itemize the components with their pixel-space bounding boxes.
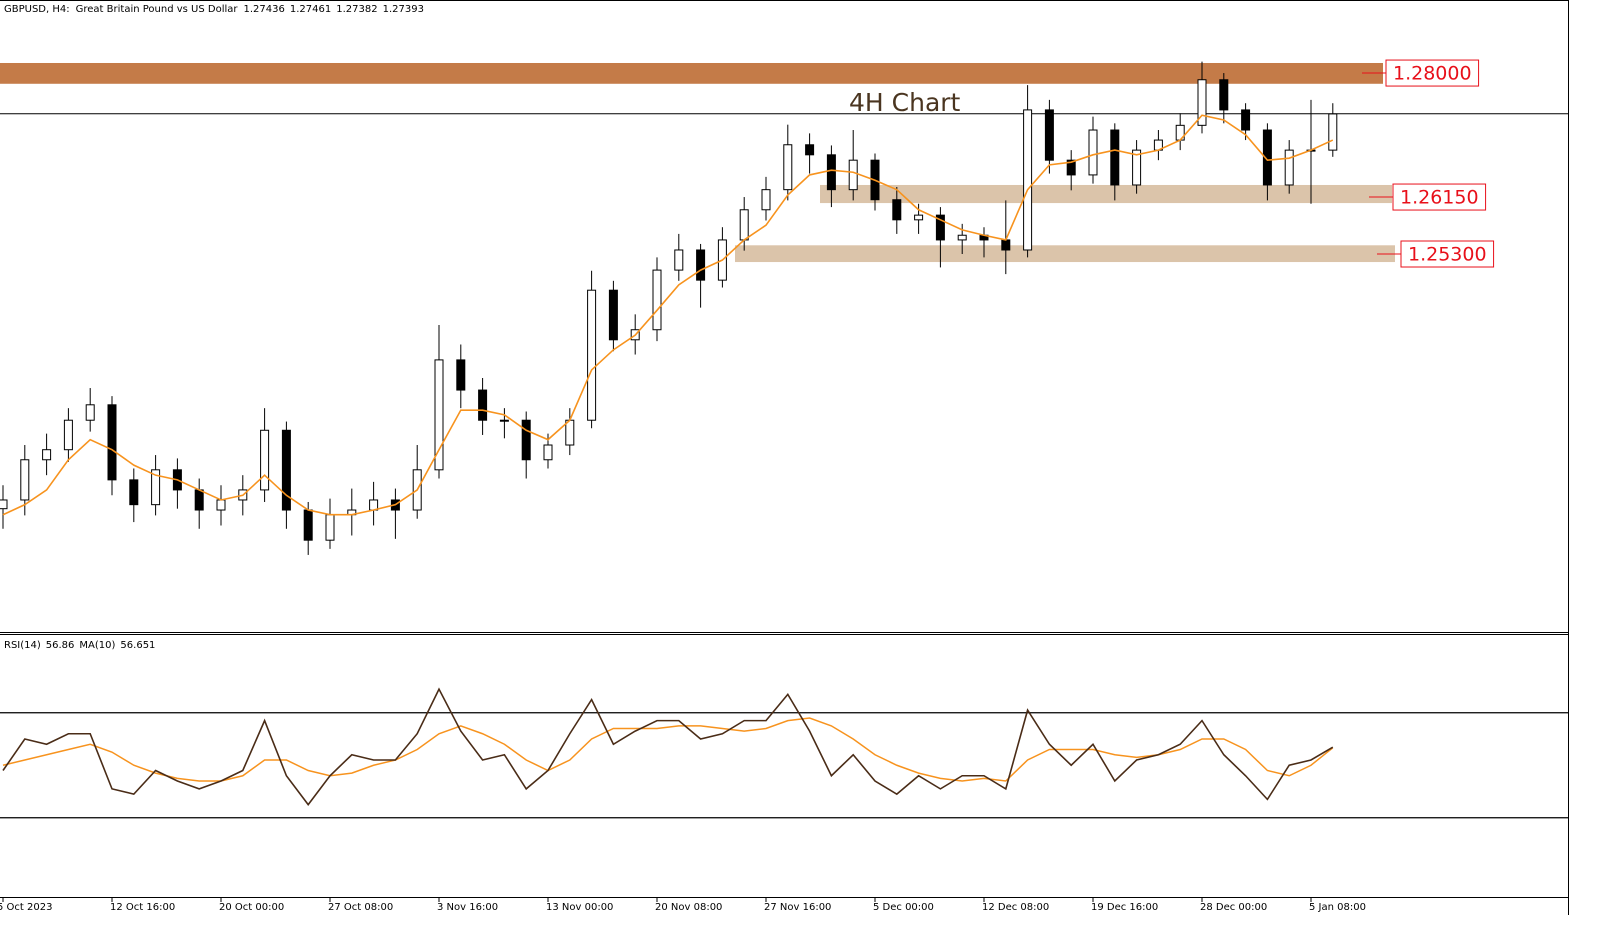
candle-body bbox=[914, 214, 924, 221]
candle-body bbox=[805, 144, 815, 156]
x-tick-label: 28 Dec 00:00 bbox=[1200, 902, 1267, 913]
candle-body bbox=[652, 269, 662, 331]
level-box bbox=[1385, 59, 1480, 87]
zone bbox=[735, 245, 1395, 263]
candle-body bbox=[0, 499, 8, 510]
candle-body bbox=[521, 419, 531, 461]
moving-average bbox=[2, 114, 1334, 516]
candle-body bbox=[1262, 129, 1272, 186]
candle-body bbox=[608, 289, 618, 341]
candle-body bbox=[674, 249, 684, 271]
candle-body bbox=[892, 199, 902, 221]
candle-body bbox=[543, 444, 553, 461]
rsi-ma-value: 56.651 bbox=[120, 640, 155, 651]
level-text: 1.25300 bbox=[1408, 244, 1487, 266]
candle-body bbox=[935, 214, 945, 241]
candle-body bbox=[1241, 109, 1251, 131]
x-tick-label: 3 Nov 16:00 bbox=[437, 902, 498, 913]
candle-body bbox=[107, 404, 117, 481]
candle-body bbox=[1219, 79, 1229, 111]
level-text: 1.26150 bbox=[1400, 187, 1479, 209]
candle-body bbox=[1132, 149, 1142, 186]
candle-body bbox=[456, 359, 466, 391]
x-tick-label: 5 Dec 00:00 bbox=[873, 902, 934, 913]
x-tick-label: 20 Oct 00:00 bbox=[219, 902, 284, 913]
candle-body bbox=[565, 419, 575, 446]
candle-body bbox=[1328, 113, 1338, 151]
level-box bbox=[1392, 183, 1487, 211]
x-tick-label: 27 Oct 08:00 bbox=[328, 902, 393, 913]
candle-body bbox=[1197, 79, 1207, 126]
x-tick-label: 27 Nov 16:00 bbox=[764, 902, 831, 913]
level-label: 1.28000 bbox=[1385, 59, 1480, 87]
candle-body bbox=[696, 249, 706, 281]
x-tick-label: 5 Oct 2023 bbox=[0, 902, 52, 913]
candle-body bbox=[1284, 149, 1294, 186]
candle-body bbox=[1001, 239, 1011, 251]
candle-body bbox=[1066, 159, 1076, 176]
description: Great Britain Pound vs US Dollar bbox=[76, 4, 239, 15]
candle-body bbox=[1088, 129, 1098, 176]
candle-body bbox=[194, 489, 204, 511]
candle-body bbox=[1110, 129, 1120, 186]
candle-body bbox=[216, 499, 226, 511]
candle-body bbox=[739, 209, 749, 241]
candle-body bbox=[499, 419, 509, 422]
level-label: 1.25300 bbox=[1400, 240, 1495, 268]
x-tick-label: 19 Dec 16:00 bbox=[1091, 902, 1158, 913]
candle-body bbox=[303, 509, 313, 541]
rsi-value: 56.86 bbox=[46, 640, 75, 651]
header-price: 1.27461 bbox=[290, 4, 331, 15]
symbol: GBPUSD, H4: bbox=[4, 4, 70, 15]
candle-body bbox=[129, 479, 139, 506]
rsi-ma-label: MA(10) bbox=[79, 640, 115, 651]
header-price: 1.27393 bbox=[383, 4, 424, 15]
level-box bbox=[1400, 240, 1495, 268]
candle-body bbox=[1023, 109, 1033, 251]
zone bbox=[0, 62, 1383, 84]
candle-body bbox=[957, 234, 967, 241]
x-tick-label: 12 Oct 16:00 bbox=[110, 902, 175, 913]
header-price: 1.27436 bbox=[244, 4, 285, 15]
candle-body bbox=[826, 154, 836, 191]
x-tick-label: 12 Dec 08:00 bbox=[982, 902, 1049, 913]
candle-body bbox=[1044, 109, 1054, 161]
candle-body bbox=[848, 159, 858, 191]
zone bbox=[820, 184, 1392, 204]
candle-body bbox=[63, 419, 73, 451]
level-label: 1.26150 bbox=[1392, 183, 1487, 211]
rsi-line bbox=[2, 687, 1334, 806]
annotation: 4H Chart bbox=[849, 88, 961, 117]
candle-body bbox=[761, 189, 771, 211]
candle-body bbox=[151, 469, 161, 506]
candle-body bbox=[434, 359, 444, 471]
candle-body bbox=[783, 144, 793, 191]
rsi-label: RSI(14) bbox=[4, 640, 41, 651]
candle-body bbox=[478, 389, 488, 421]
candle-body bbox=[260, 429, 270, 491]
candle-body bbox=[587, 289, 597, 421]
x-tick-label: 13 Nov 00:00 bbox=[546, 902, 613, 913]
candle-body bbox=[20, 459, 30, 501]
header-price: 1.27382 bbox=[336, 4, 377, 15]
x-tick-label: 5 Jan 08:00 bbox=[1309, 902, 1366, 913]
level-text: 1.28000 bbox=[1393, 63, 1472, 85]
candle-body bbox=[42, 449, 52, 461]
candle-body bbox=[325, 514, 335, 541]
x-tick-label: 20 Nov 08:00 bbox=[655, 902, 722, 913]
candle-body bbox=[281, 429, 291, 511]
candle-body bbox=[85, 404, 95, 421]
